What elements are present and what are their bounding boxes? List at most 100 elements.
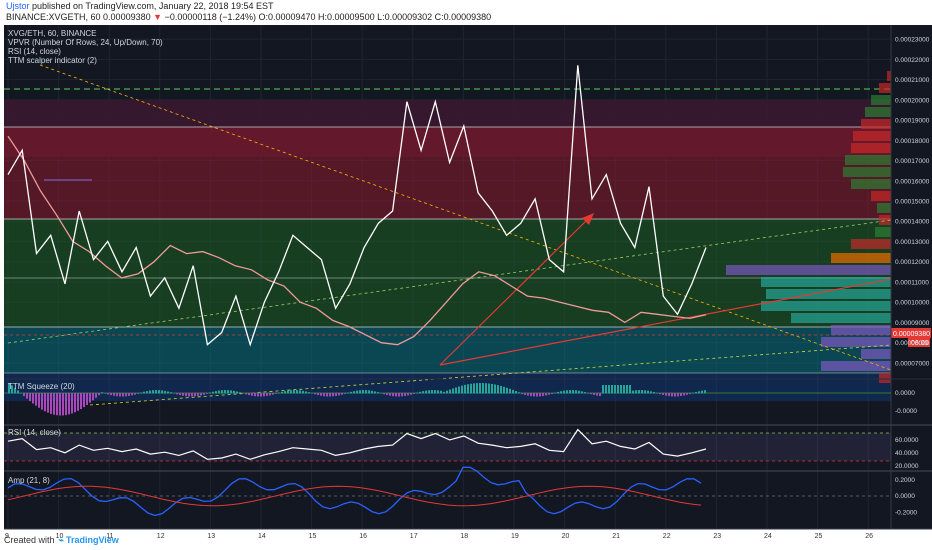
squeeze-bar	[317, 393, 319, 396]
squeeze-bar	[608, 385, 610, 394]
squeeze-bar	[347, 392, 349, 394]
squeeze-bar	[521, 393, 523, 395]
price-axis[interactable]: 0.00023000 0.00022000 0.00021000 0.00020000…	[895, 37, 930, 368]
legend-symbol: XVG/ETH, 60, BINANCE	[8, 29, 97, 38]
squeeze-bar	[53, 393, 55, 415]
deep-support-zone	[4, 373, 891, 401]
squeeze-bar	[281, 391, 283, 394]
squeeze-bar	[278, 392, 280, 394]
y-tick-label: 0.00010000	[895, 300, 930, 307]
volume-profile-bar	[865, 107, 891, 117]
squeeze-bar	[263, 393, 265, 397]
squeeze-bar	[233, 390, 235, 394]
y-tick-label: 0.00012000	[895, 259, 930, 266]
squeeze-bar	[668, 393, 670, 397]
volume-profile-bar	[879, 373, 891, 383]
squeeze-bar	[71, 393, 73, 414]
squeeze-bar	[635, 390, 637, 394]
squeeze-bar	[383, 393, 385, 395]
rsi-label: RSI (14, close)	[8, 428, 61, 437]
down-arrow-icon: ▼	[153, 12, 163, 22]
squeeze-bar	[677, 393, 679, 397]
squeeze-bar	[665, 393, 667, 396]
volume-profile-bar	[831, 253, 891, 263]
legend-ttm[interactable]: TTM scalper indicator (2)	[8, 56, 97, 65]
squeeze-bar	[494, 384, 496, 394]
squeeze-bar	[155, 390, 157, 394]
squeeze-bar	[446, 390, 448, 394]
squeeze-bar	[32, 393, 34, 404]
squeeze-bar	[590, 393, 592, 395]
footer-brand[interactable]: TradingView	[65, 535, 119, 545]
symbol-name: BINANCE:XVGETH, 60	[6, 12, 101, 22]
amp-label: Amp (21, 8)	[8, 476, 50, 485]
pane-tick-label: 40.0000	[895, 450, 919, 457]
support-zone	[4, 327, 891, 373]
legend-rsi[interactable]: RSI (14, close)	[8, 47, 61, 56]
squeeze-bar	[389, 393, 391, 396]
footer: Created with ⌁ TradingView	[4, 535, 119, 546]
squeeze-bar	[485, 383, 487, 394]
squeeze-bar	[440, 390, 442, 394]
time-axis[interactable]: 9 10 11 12 13 14 15 16 17 18 19 20 21 22 23 24 25 26	[5, 533, 873, 540]
symbol-line: BINANCE:XVGETH, 60 0.00009380 ▼ −0.00000…	[6, 12, 491, 22]
squeeze-bar	[401, 393, 403, 397]
amp-fast-line	[7, 466, 702, 517]
squeeze-bar	[467, 384, 469, 394]
y-tick-label: 0.00016000	[895, 178, 930, 185]
price-series	[7, 135, 707, 346]
squeeze-bar	[221, 390, 223, 394]
x-tick-label: 20	[562, 533, 570, 540]
squeeze-bar	[284, 391, 286, 394]
squeeze-bar	[98, 393, 100, 396]
x-tick-label: 14	[258, 533, 266, 540]
y-tick-label: 0.00007000	[895, 360, 930, 367]
volume-profile-bar	[851, 143, 891, 153]
volume-profile-bar	[845, 155, 891, 165]
squeeze-bar	[431, 390, 433, 394]
squeeze-bar	[185, 393, 187, 397]
squeeze-bar	[368, 390, 370, 394]
squeeze-bar	[386, 393, 388, 396]
x-tick-label: 10	[56, 533, 64, 540]
y-tick-label: 0.00021000	[895, 77, 930, 84]
legend-vpvr[interactable]: VPVR (Number Of Rows, 24, Up/Down, 70)	[8, 38, 163, 47]
squeeze-bar	[674, 393, 676, 397]
squeeze-bar	[335, 393, 337, 396]
volume-profile-bar	[791, 313, 891, 323]
squeeze-bar	[344, 393, 346, 394]
squeeze-bar	[566, 390, 568, 394]
squeeze-bar	[101, 392, 103, 394]
squeeze-bar	[146, 391, 148, 394]
squeeze-bar	[581, 391, 583, 394]
ttm-squeeze-pane	[4, 383, 891, 416]
volume-profile-bar	[871, 191, 891, 201]
squeeze-bar	[671, 393, 673, 397]
volume-profile-bar	[821, 361, 891, 371]
y-tick-label: 0.00017000	[895, 158, 930, 165]
descending-trendline	[39, 64, 892, 371]
squeeze-bar	[404, 393, 406, 396]
volume-profile-bar	[821, 337, 891, 347]
squeeze-bar	[572, 390, 574, 394]
y-tick-label: 0.00011000	[895, 279, 929, 286]
y-tick-label: 0.00013000	[895, 239, 930, 246]
squeeze-bar	[314, 393, 316, 395]
squeeze-bar	[122, 393, 124, 397]
volume-profile-bar	[853, 131, 891, 141]
y-tick-label: 0.00014000	[895, 219, 930, 226]
author-link[interactable]: Ujstor	[6, 1, 30, 11]
volume-profile-bar	[726, 265, 891, 275]
ohlc-values: O:0.00009470 H:0.00009500 L:0.00009302 C…	[258, 12, 492, 22]
rsi-line	[7, 428, 707, 460]
chart-canvas[interactable]: 0.00009380 06:00 TTM Squeeze (20) RSI (1…	[0, 25, 932, 550]
squeeze-bar	[419, 391, 421, 394]
squeeze-bar	[563, 390, 565, 394]
squeeze-bar	[56, 393, 58, 416]
squeeze-bar	[443, 391, 445, 394]
countdown-box	[908, 338, 930, 347]
tradingview-logo-icon[interactable]: ⌁	[58, 535, 64, 545]
squeeze-bar	[428, 390, 430, 394]
squeeze-bar	[626, 385, 628, 394]
